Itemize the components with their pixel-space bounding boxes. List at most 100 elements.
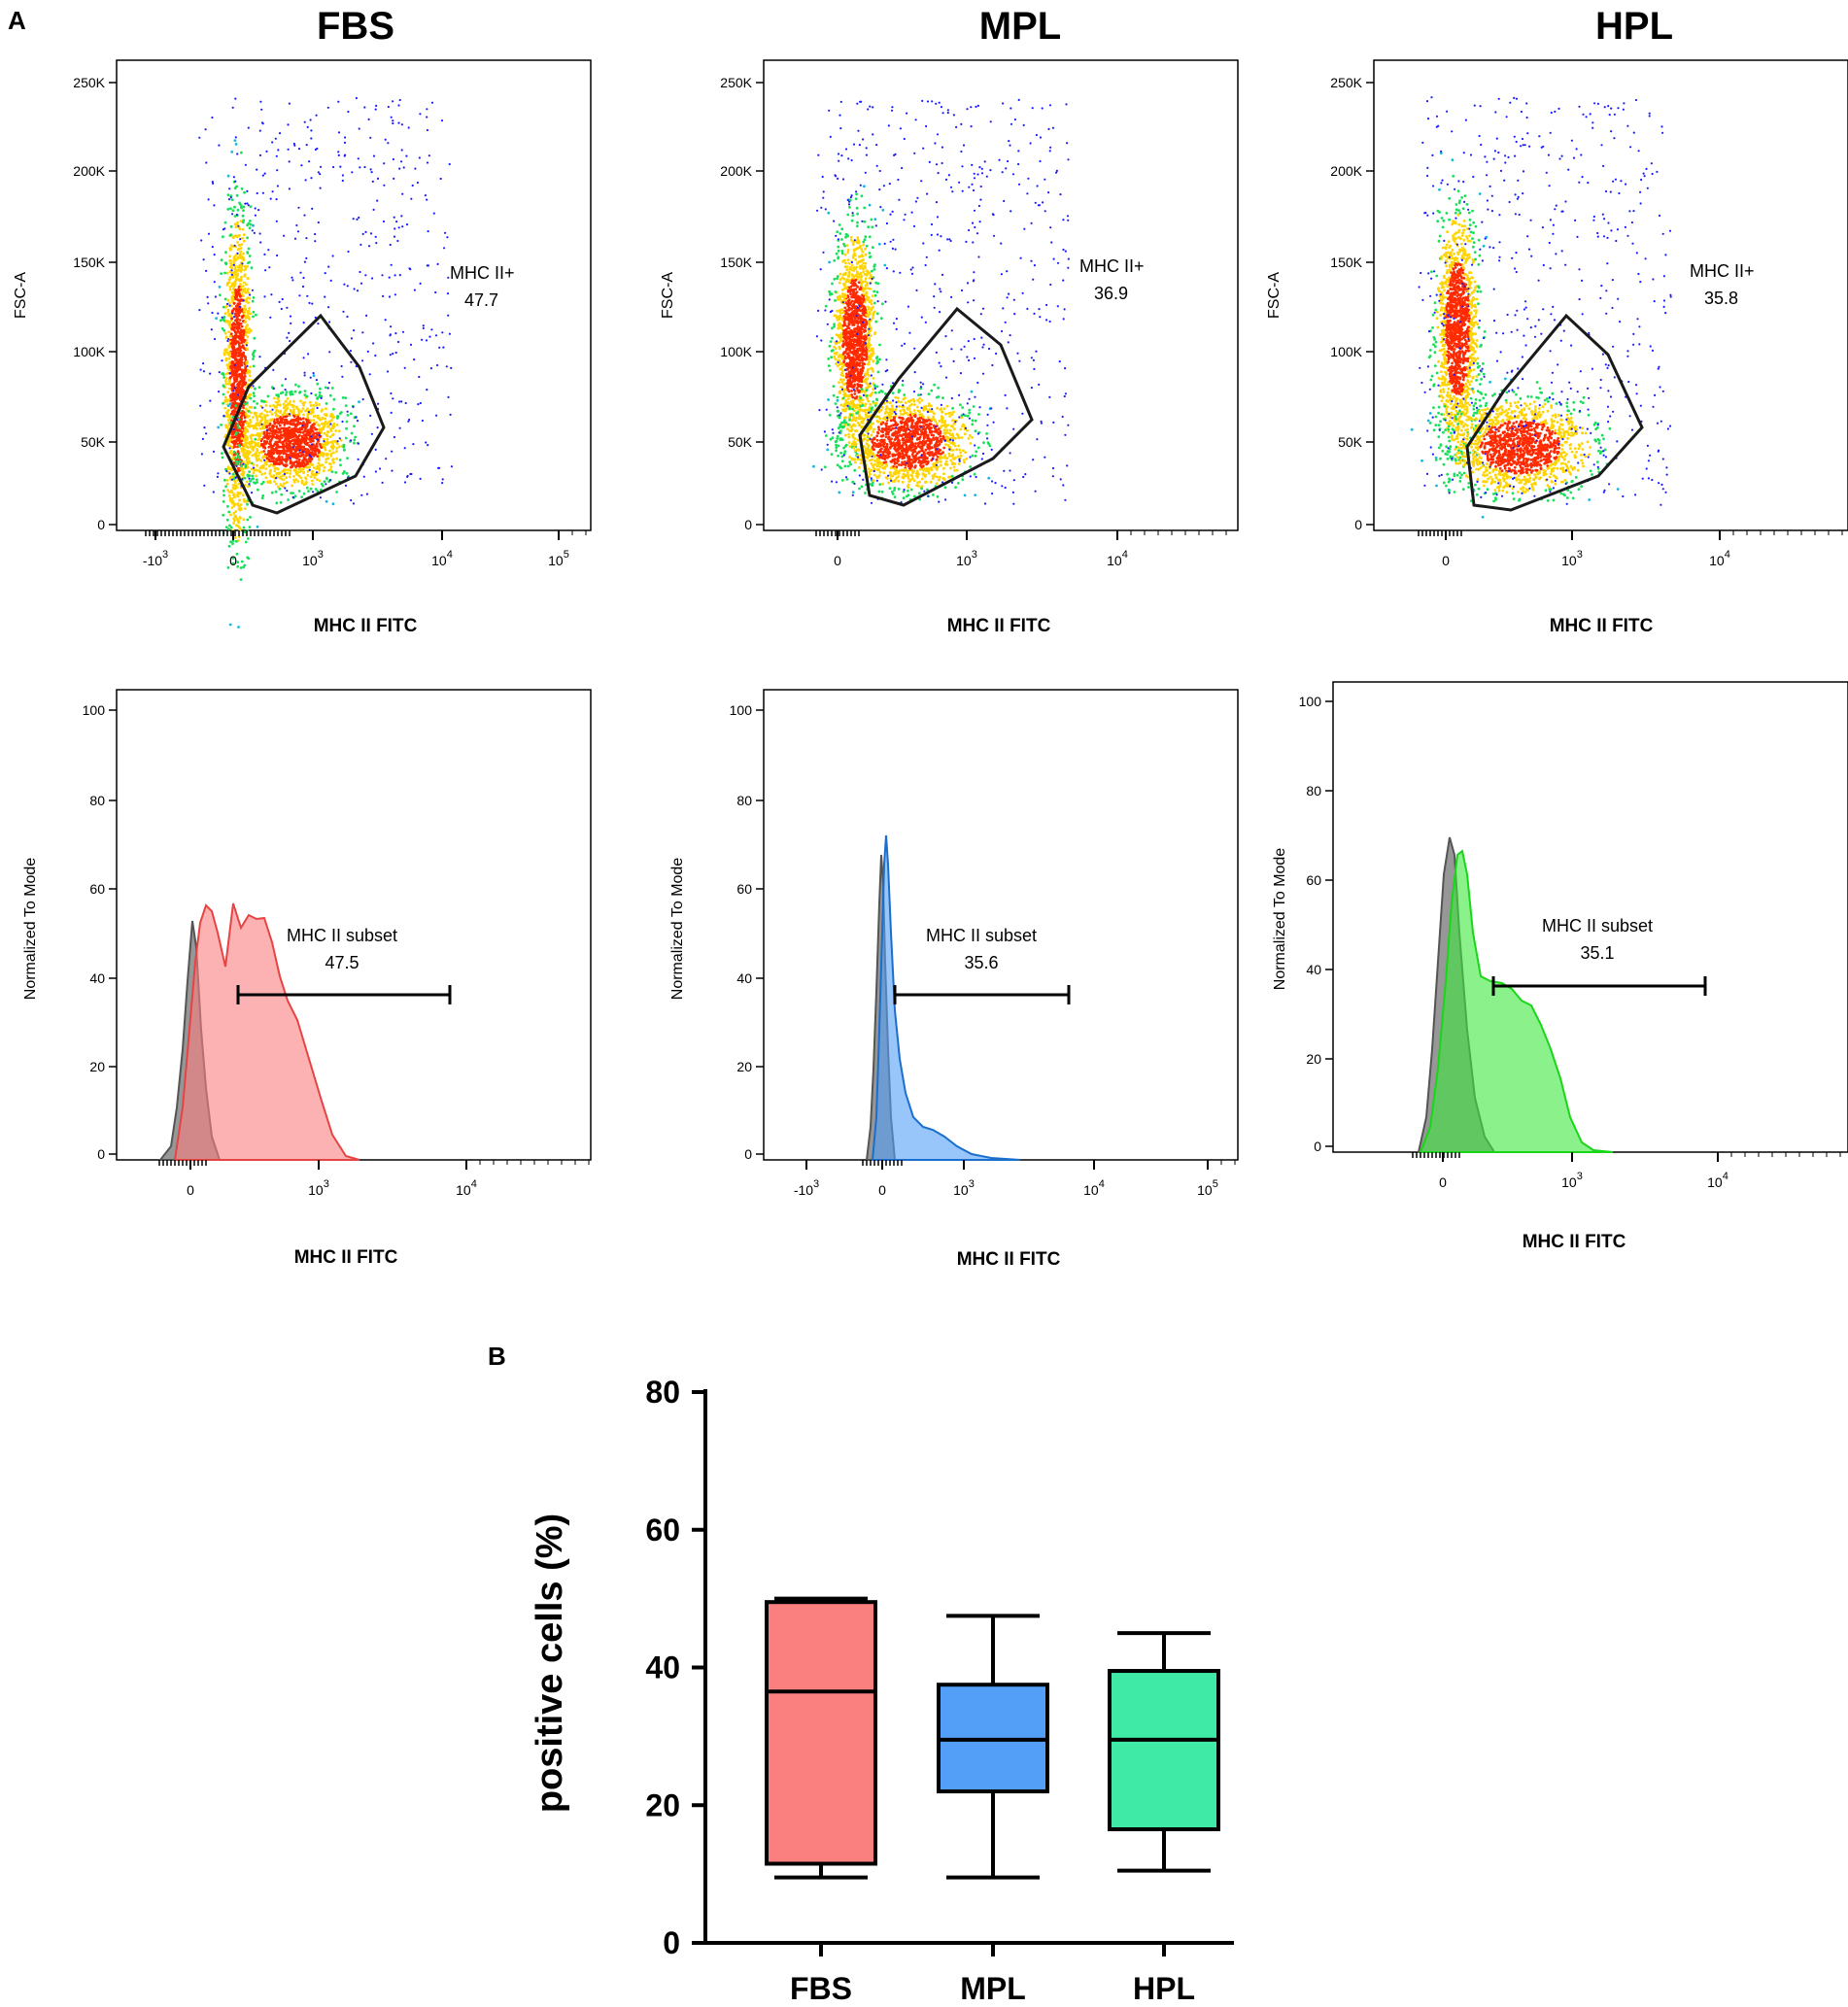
event-dot <box>854 288 858 290</box>
event-dot <box>266 428 269 431</box>
event-dot <box>441 482 444 485</box>
event-dot <box>285 476 289 480</box>
event-dot <box>217 312 220 315</box>
event-dot <box>236 355 240 357</box>
event-dot <box>250 442 254 445</box>
event-dot <box>443 247 446 250</box>
event-dot <box>365 493 368 495</box>
event-dot <box>442 346 445 349</box>
event-dot <box>937 386 941 390</box>
event-dot <box>295 424 298 427</box>
event-dot <box>870 218 873 221</box>
event-dot <box>842 322 846 324</box>
event-dot <box>404 401 407 405</box>
event-dot <box>246 460 250 463</box>
event-dot <box>223 400 227 403</box>
event-dot <box>243 507 247 510</box>
event-dot <box>866 377 870 381</box>
event-dot <box>243 497 246 501</box>
event-dot <box>332 458 335 460</box>
event-dot <box>861 364 864 367</box>
event-dot <box>428 154 430 157</box>
event-dot <box>304 179 307 182</box>
event-dot <box>297 206 300 209</box>
event-dot <box>244 327 248 331</box>
event-dot <box>295 405 298 409</box>
event-dot <box>233 205 236 209</box>
event-dot <box>233 393 237 397</box>
event-dot <box>270 491 274 494</box>
event-dot <box>202 362 205 365</box>
event-dot <box>222 318 224 322</box>
event-dot <box>403 447 406 450</box>
event-dot <box>324 295 326 298</box>
event-dot <box>279 435 282 439</box>
event-dot <box>274 490 278 493</box>
event-dot <box>245 428 249 431</box>
event-dot <box>323 413 326 417</box>
event-dot <box>225 351 229 355</box>
event-dot <box>896 396 900 400</box>
event-dot <box>316 448 320 452</box>
event-dot <box>261 480 265 484</box>
event-dot <box>230 352 234 356</box>
event-dot <box>891 391 895 394</box>
event-dot <box>331 502 335 506</box>
event-dot <box>337 429 341 433</box>
event-dot <box>867 287 870 290</box>
event-dot <box>311 411 315 414</box>
event-dot <box>875 356 879 358</box>
event-dot <box>828 289 831 293</box>
event-dot <box>860 284 863 287</box>
event-dot <box>224 305 228 308</box>
event-dot <box>330 470 334 473</box>
event-dot <box>298 294 301 297</box>
event-dot <box>855 270 859 274</box>
event-dot <box>242 411 246 415</box>
event-dot <box>241 493 245 496</box>
event-dot <box>237 535 241 539</box>
event-dot <box>843 253 847 256</box>
event-dot <box>849 357 853 359</box>
event-dot <box>275 449 279 452</box>
event-dot <box>971 419 975 423</box>
event-dot <box>246 236 249 240</box>
event-dot <box>233 536 237 539</box>
event-dot <box>850 335 854 339</box>
event-dot <box>218 371 221 374</box>
event-dot <box>872 359 875 362</box>
event-dot <box>303 436 307 440</box>
event-dot <box>841 357 844 360</box>
event-dot <box>252 391 256 395</box>
event-dot <box>832 385 836 388</box>
event-dot <box>230 317 234 321</box>
event-dot <box>319 165 323 168</box>
event-dot <box>309 376 312 379</box>
event-dot <box>258 470 262 474</box>
event-dot <box>283 431 287 434</box>
event-dot <box>214 295 217 298</box>
event-dot <box>312 433 315 437</box>
event-dot <box>872 347 874 351</box>
event-dot <box>237 504 241 508</box>
event-dot <box>878 357 881 361</box>
event-dot <box>292 443 296 447</box>
event-dot <box>852 302 856 306</box>
event-dot <box>359 166 361 169</box>
event-dot <box>235 452 239 456</box>
event-dot <box>293 460 297 464</box>
event-dot <box>246 364 249 368</box>
event-dot <box>308 465 311 469</box>
event-dot <box>362 475 365 478</box>
event-dot <box>323 465 326 469</box>
event-dot <box>237 365 240 368</box>
event-dot <box>869 357 872 360</box>
event-dot <box>858 355 862 358</box>
event-dot <box>267 249 270 252</box>
event-dot <box>230 398 234 402</box>
event-dot <box>232 484 236 487</box>
event-dot <box>831 349 835 352</box>
event-dot <box>275 446 278 450</box>
event-dot <box>836 230 839 234</box>
event-dot <box>243 268 247 272</box>
